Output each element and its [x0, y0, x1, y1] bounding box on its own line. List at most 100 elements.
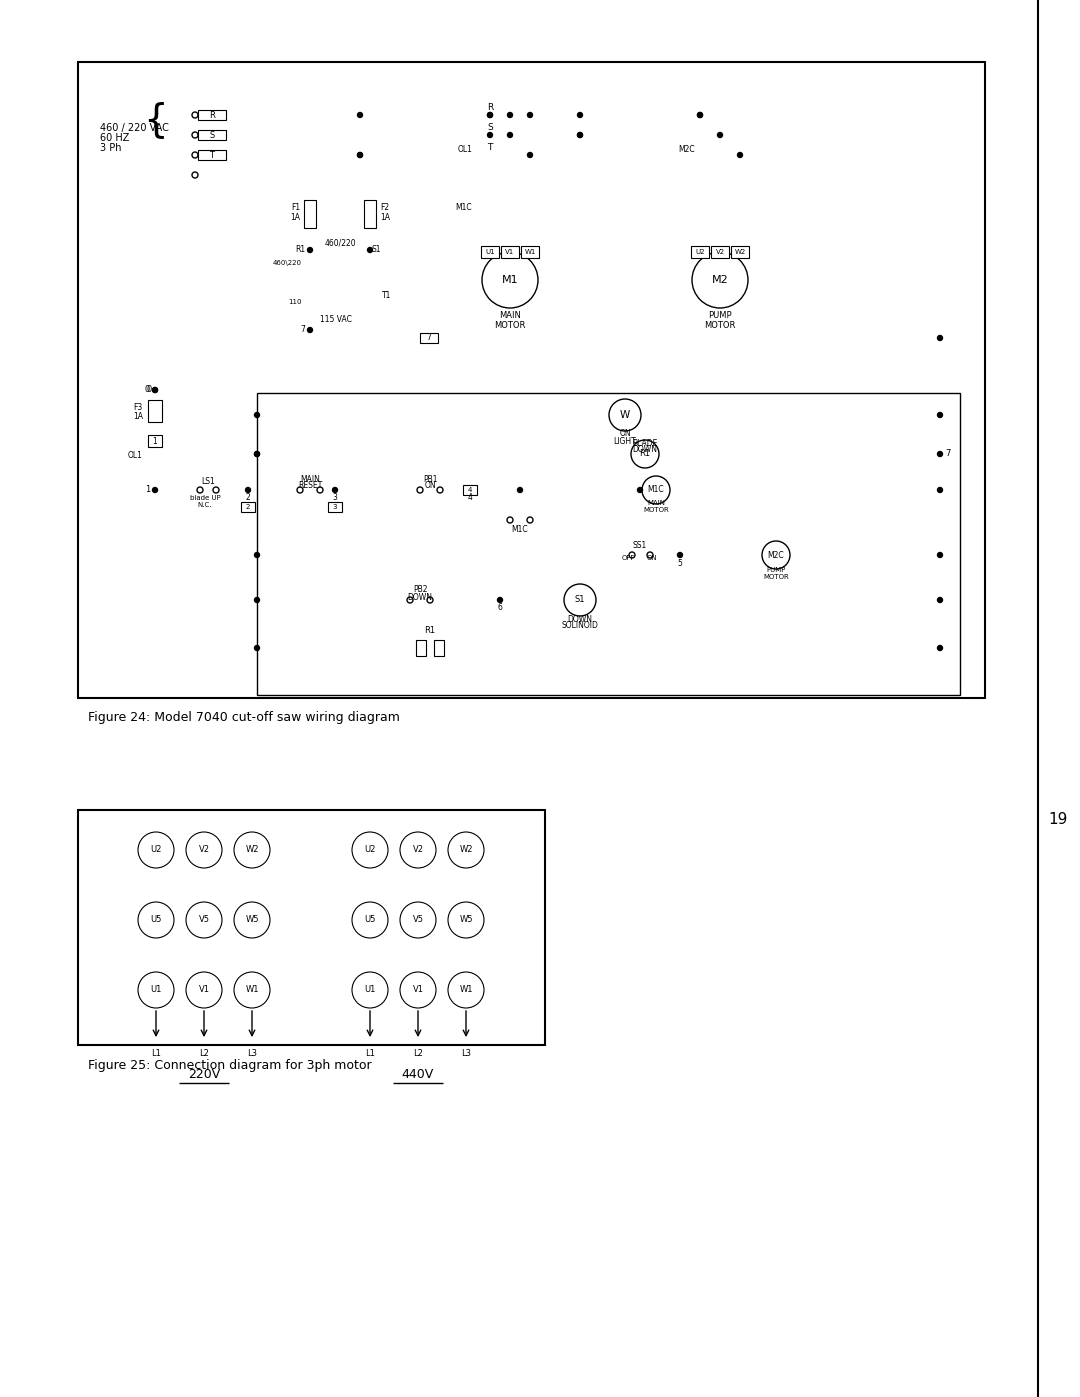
- Circle shape: [448, 972, 484, 1009]
- Circle shape: [192, 152, 198, 158]
- Circle shape: [677, 552, 683, 557]
- Bar: [198, 130, 226, 140]
- Text: ON: ON: [647, 555, 658, 562]
- Circle shape: [234, 972, 270, 1009]
- Circle shape: [937, 488, 943, 493]
- Text: 110: 110: [288, 299, 302, 305]
- Circle shape: [255, 645, 259, 651]
- Text: M1C: M1C: [456, 204, 472, 212]
- Text: OL1: OL1: [457, 145, 472, 155]
- Circle shape: [487, 113, 492, 117]
- Text: MOTOR: MOTOR: [495, 320, 526, 330]
- Text: W2: W2: [734, 249, 745, 256]
- Text: U1: U1: [485, 249, 495, 256]
- Text: W: W: [620, 409, 630, 420]
- Circle shape: [234, 902, 270, 937]
- Text: Figure 24: Model 7040 cut-off saw wiring diagram: Figure 24: Model 7040 cut-off saw wiring…: [87, 711, 400, 725]
- Circle shape: [138, 833, 174, 868]
- Circle shape: [642, 476, 670, 504]
- Text: W2: W2: [245, 845, 259, 855]
- Text: PB1: PB1: [422, 475, 437, 483]
- Text: U2: U2: [696, 249, 705, 256]
- Circle shape: [138, 972, 174, 1009]
- Text: U2: U2: [364, 845, 376, 855]
- Text: 115 VAC: 115 VAC: [320, 316, 352, 324]
- Text: BLADE: BLADE: [632, 439, 658, 447]
- Text: W5: W5: [245, 915, 259, 925]
- Circle shape: [352, 902, 388, 937]
- Circle shape: [255, 412, 259, 418]
- Circle shape: [564, 584, 596, 616]
- Circle shape: [297, 488, 303, 493]
- Text: L2: L2: [199, 1049, 208, 1059]
- Circle shape: [192, 131, 198, 138]
- Circle shape: [152, 488, 158, 493]
- Circle shape: [400, 833, 436, 868]
- Circle shape: [692, 251, 748, 307]
- Circle shape: [507, 517, 513, 522]
- Circle shape: [255, 598, 259, 602]
- Text: L1: L1: [151, 1049, 161, 1059]
- Circle shape: [508, 113, 513, 117]
- Text: 1: 1: [152, 436, 158, 446]
- Text: 0: 0: [145, 386, 150, 394]
- Text: L1: L1: [365, 1049, 375, 1059]
- Circle shape: [517, 488, 523, 493]
- Text: PUMP: PUMP: [767, 567, 785, 573]
- Text: MOTOR: MOTOR: [704, 320, 735, 330]
- Circle shape: [357, 152, 363, 158]
- Text: 7: 7: [945, 450, 950, 458]
- Text: SOLINOID: SOLINOID: [562, 622, 598, 630]
- Circle shape: [937, 598, 943, 602]
- Circle shape: [437, 488, 443, 493]
- Text: L2: L2: [413, 1049, 423, 1059]
- Text: R: R: [210, 110, 215, 120]
- Circle shape: [197, 488, 203, 493]
- Circle shape: [508, 133, 513, 137]
- Text: V5: V5: [199, 915, 210, 925]
- Text: W1: W1: [459, 985, 473, 995]
- Circle shape: [578, 113, 582, 117]
- Circle shape: [357, 113, 363, 117]
- Circle shape: [367, 247, 373, 253]
- Text: S: S: [487, 123, 492, 131]
- Circle shape: [629, 552, 635, 557]
- Text: M1C: M1C: [512, 525, 528, 535]
- Circle shape: [255, 451, 259, 457]
- Circle shape: [352, 972, 388, 1009]
- Text: DOWN: DOWN: [633, 446, 658, 454]
- Text: 460 / 220 VAC: 460 / 220 VAC: [100, 123, 168, 133]
- Bar: [198, 110, 226, 120]
- Circle shape: [527, 113, 532, 117]
- Bar: [328, 502, 342, 511]
- Text: LIGHT: LIGHT: [613, 436, 636, 446]
- Bar: [416, 640, 426, 657]
- Text: LS1: LS1: [201, 476, 215, 486]
- Text: V2: V2: [715, 249, 725, 256]
- Circle shape: [937, 645, 943, 651]
- Circle shape: [609, 400, 642, 432]
- Circle shape: [400, 972, 436, 1009]
- Text: MAIN: MAIN: [300, 475, 320, 483]
- Text: 460/220: 460/220: [324, 239, 355, 247]
- Text: 3: 3: [333, 493, 337, 503]
- Circle shape: [762, 541, 789, 569]
- Text: MAIN: MAIN: [499, 312, 521, 320]
- Text: MOTOR: MOTOR: [643, 507, 669, 513]
- Bar: [691, 246, 708, 258]
- Circle shape: [255, 451, 259, 457]
- Circle shape: [448, 833, 484, 868]
- Text: V2: V2: [199, 845, 210, 855]
- Circle shape: [192, 172, 198, 177]
- Circle shape: [717, 133, 723, 137]
- Text: V1: V1: [413, 985, 423, 995]
- Bar: [434, 640, 444, 657]
- Text: ON: ON: [619, 429, 631, 439]
- Circle shape: [138, 902, 174, 937]
- Circle shape: [318, 488, 323, 493]
- Circle shape: [937, 451, 943, 457]
- Circle shape: [498, 598, 502, 602]
- Circle shape: [186, 833, 222, 868]
- Circle shape: [937, 552, 943, 557]
- Text: U5: U5: [364, 915, 376, 925]
